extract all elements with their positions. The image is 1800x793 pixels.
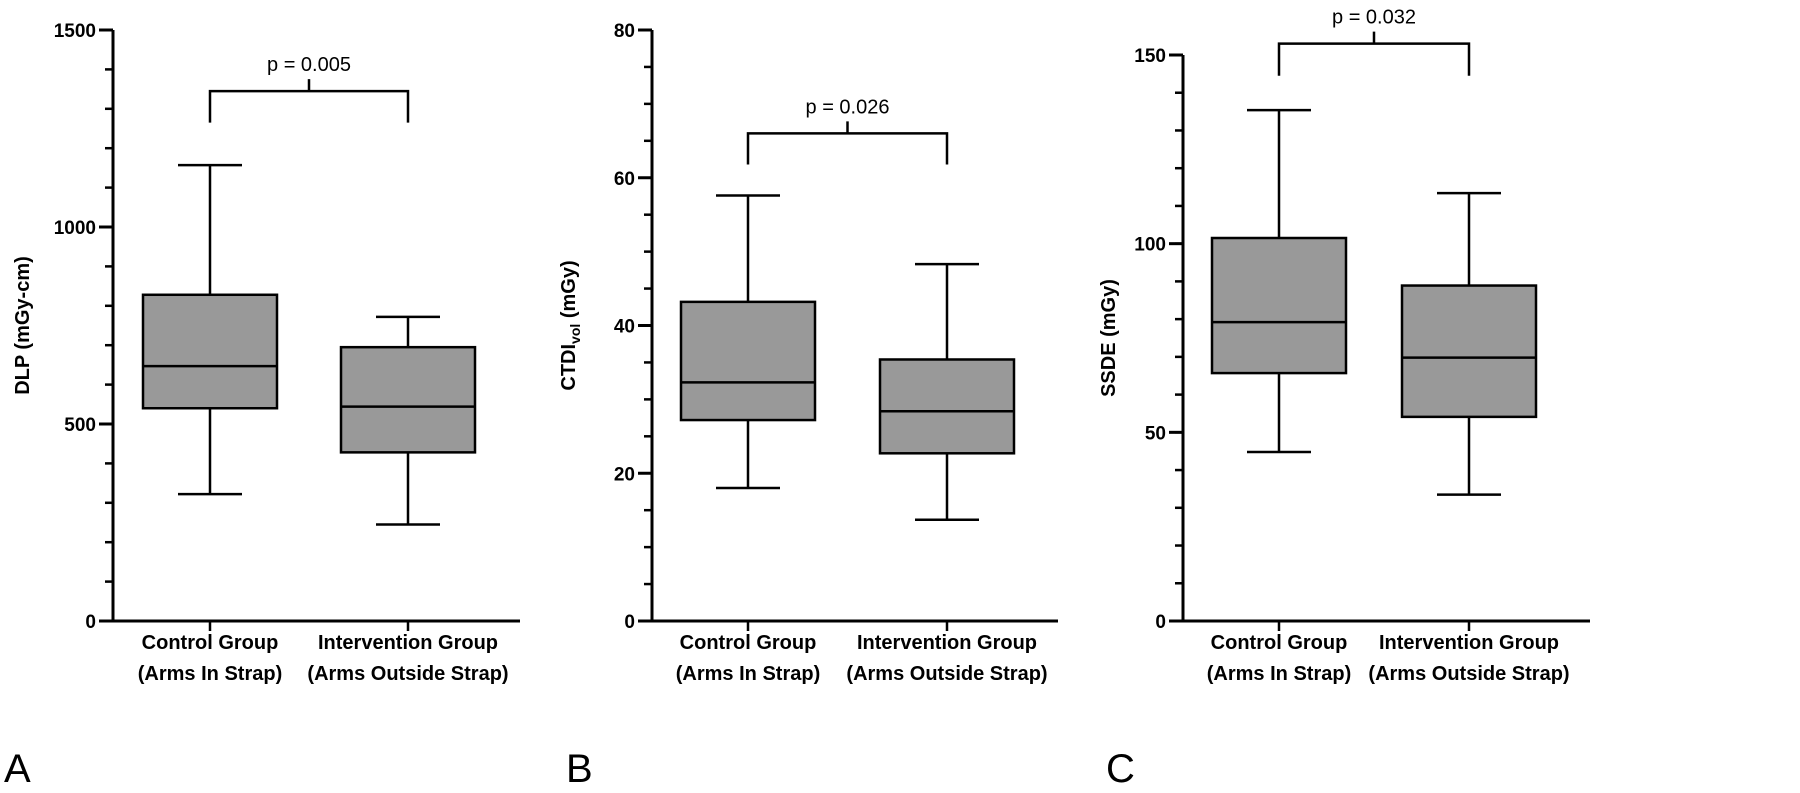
p-value-label: p = 0.032 xyxy=(1332,7,1416,29)
iqr-box xyxy=(679,300,817,422)
y-tick-label: 1000 xyxy=(54,218,96,239)
significance-bracket xyxy=(1277,31,1471,76)
panel-a: 0 500 1000 1500 Control Group (Arms In Strap)… xyxy=(4,21,520,791)
category-label-line1: Control Group xyxy=(1211,632,1348,654)
category-label-line1: Intervention Group xyxy=(857,632,1037,654)
category-label-line1: Control Group xyxy=(142,632,279,654)
y-tick-label: 50 xyxy=(1145,423,1166,444)
panel-c: 0 50 100 150 Control Group (Arms In Strap) Int… xyxy=(1098,7,1590,791)
category-label-line2: (Arms In Strap) xyxy=(676,663,820,685)
significance-bracket xyxy=(746,121,949,165)
y-tick-label: 60 xyxy=(614,169,635,190)
y-axis-title: DLP (mGy-cm) xyxy=(12,256,34,395)
panel-letter: A xyxy=(4,747,31,791)
panel-letter: B xyxy=(566,747,593,791)
box-plot xyxy=(141,163,279,496)
box-plot xyxy=(679,194,817,490)
category-label-line2: (Arms In Strap) xyxy=(138,663,282,685)
category-label-line2: (Arms Outside Strap) xyxy=(1368,663,1569,685)
iqr-box xyxy=(1400,284,1538,419)
panel-letter: C xyxy=(1106,747,1135,791)
category-label-line1: Intervention Group xyxy=(318,632,498,654)
y-tick-label: 0 xyxy=(1155,612,1166,633)
y-tick-label: 100 xyxy=(1134,235,1166,256)
y-axis-title-text: DLP (mGy-cm) xyxy=(12,256,34,395)
y-axis-title-unit: (mGy) xyxy=(558,260,580,323)
y-tick-label: 0 xyxy=(85,612,96,633)
box-plot xyxy=(878,262,1016,522)
iqr-box xyxy=(878,358,1016,455)
box-plot xyxy=(1210,108,1348,454)
y-axis-title-text: SSDE (mGy) xyxy=(1098,279,1120,397)
y-tick-label: 40 xyxy=(614,317,635,338)
category-label-line2: (Arms Outside Strap) xyxy=(846,663,1047,685)
y-tick-label: 1500 xyxy=(54,21,96,42)
iqr-box xyxy=(339,345,477,454)
category-label-line2: (Arms In Strap) xyxy=(1207,663,1351,685)
iqr-box xyxy=(141,293,279,410)
category-label-line1: Control Group xyxy=(680,632,817,654)
significance-bracket xyxy=(208,79,410,123)
y-axis-title: SSDE (mGy) xyxy=(1098,279,1120,397)
panel-b: 0 20 40 60 80 Control Group (Arms In Strap) Int… xyxy=(558,21,1058,791)
y-axis-title: CTDIvol (mGy) xyxy=(558,260,583,390)
y-tick-label: 150 xyxy=(1134,46,1166,67)
iqr-box xyxy=(1210,236,1348,375)
y-axis-title-text: CTDI xyxy=(558,344,580,391)
y-tick-label: 80 xyxy=(614,21,635,42)
y-tick-label: 500 xyxy=(64,415,96,436)
category-label-line1: Intervention Group xyxy=(1379,632,1559,654)
p-value-label: p = 0.026 xyxy=(806,96,890,118)
y-tick-label: 20 xyxy=(614,464,635,485)
y-tick-label: 0 xyxy=(624,612,635,633)
y-axis-title-subscript: vol xyxy=(567,324,583,344)
box-plot xyxy=(1400,191,1538,496)
category-label-line2: (Arms Outside Strap) xyxy=(307,663,508,685)
box-plot xyxy=(339,315,477,526)
p-value-label: p = 0.005 xyxy=(267,54,351,76)
